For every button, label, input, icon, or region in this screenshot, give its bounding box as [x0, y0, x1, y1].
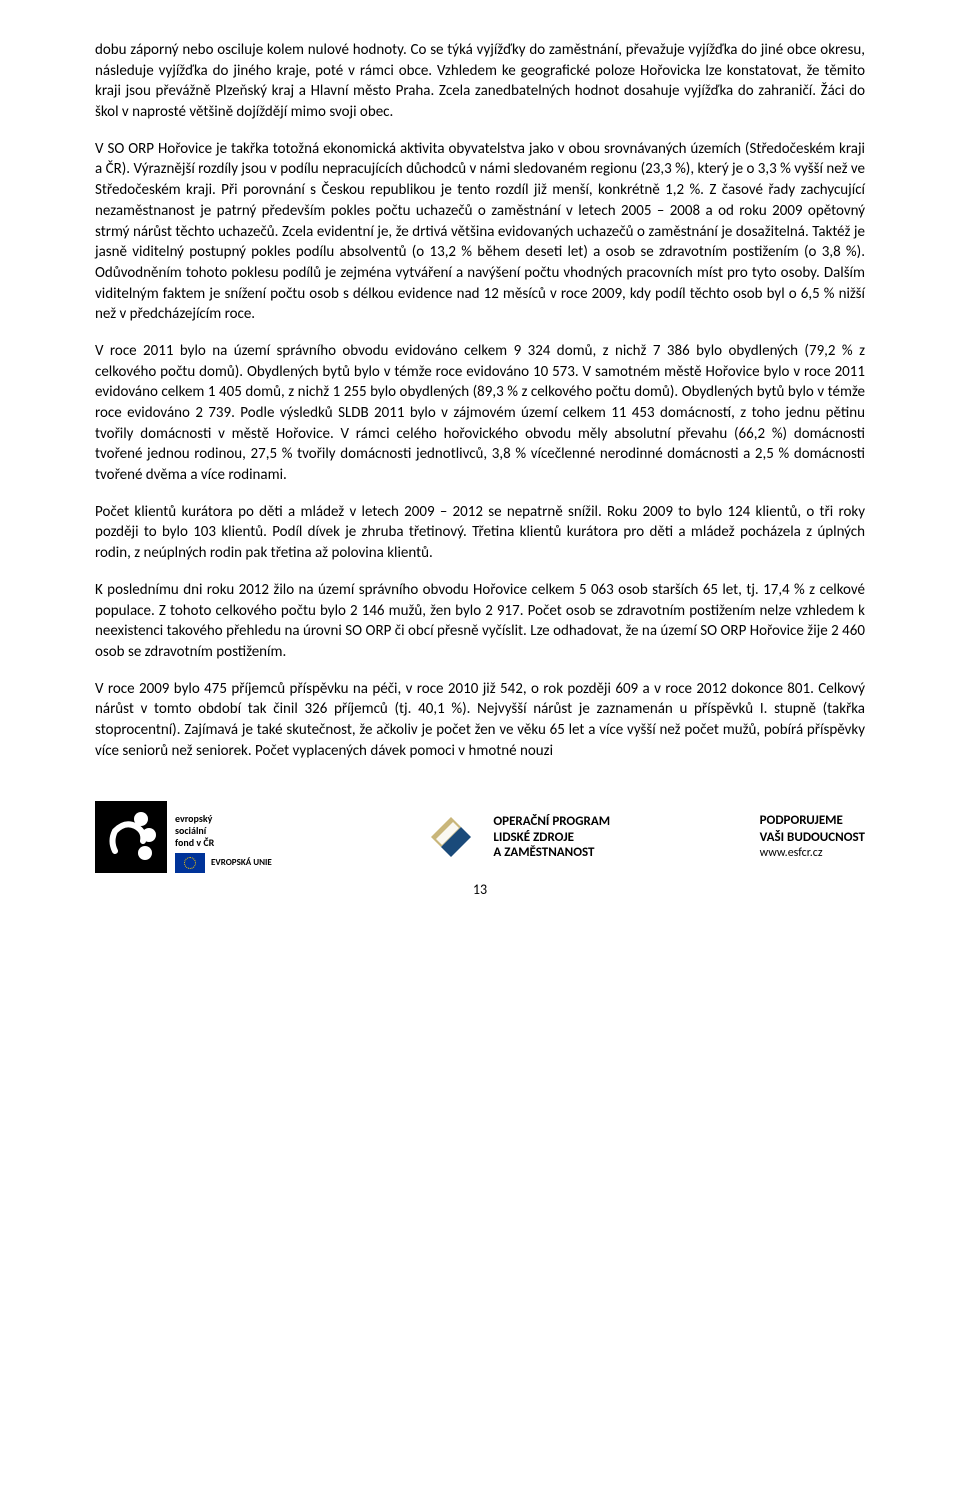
support-line2: VAŠI BUDOUCNOST: [760, 830, 865, 847]
paragraph-2: V SO ORP Hořovice je takřka totožná ekon…: [95, 139, 865, 325]
paragraph-6: V roce 2009 bylo 475 příjemců příspěvku …: [95, 679, 865, 762]
op-text-block: OPERAČNÍ PROGRAM LIDSKÉ ZDROJE A ZAMĚSTN…: [493, 814, 610, 861]
paragraph-5: K poslednímu dni roku 2012 žilo na území…: [95, 580, 865, 663]
esf-icon: [95, 801, 167, 873]
eu-label: EVROPSKÁ UNIE: [211, 858, 272, 869]
paragraph-3: V roce 2011 bylo na území správního obvo…: [95, 341, 865, 486]
eu-flag-icon: [175, 853, 205, 873]
op-line1: OPERAČNÍ PROGRAM: [493, 814, 610, 830]
support-line1: PODPORUJEME: [760, 813, 865, 830]
support-text-block: PODPORUJEME VAŠI BUDOUCNOST www.esfcr.cz: [760, 813, 865, 862]
footer-logos: evropský sociální fond v ČR EVROPSKÁ UNI…: [95, 801, 865, 873]
paragraph-1: dobu záporný nebo osciluje kolem nulové …: [95, 40, 865, 123]
paragraph-4: Počet klientů kurátora po děti a mládež …: [95, 502, 865, 564]
support-url: www.esfcr.cz: [760, 846, 865, 862]
esf-line3: fond v ČR: [175, 837, 272, 849]
op-icon: [421, 807, 481, 867]
op-logo-block: OPERAČNÍ PROGRAM LIDSKÉ ZDROJE A ZAMĚSTN…: [421, 807, 610, 867]
eu-flag-row: EVROPSKÁ UNIE: [175, 853, 272, 873]
esf-text-block: evropský sociální fond v ČR EVROPSKÁ UNI…: [175, 813, 272, 873]
page-number: 13: [95, 881, 865, 898]
op-line3: A ZAMĚSTNANOST: [493, 845, 610, 861]
esf-logo-block: evropský sociální fond v ČR EVROPSKÁ UNI…: [95, 801, 272, 873]
op-line2: LIDSKÉ ZDROJE: [493, 830, 610, 846]
